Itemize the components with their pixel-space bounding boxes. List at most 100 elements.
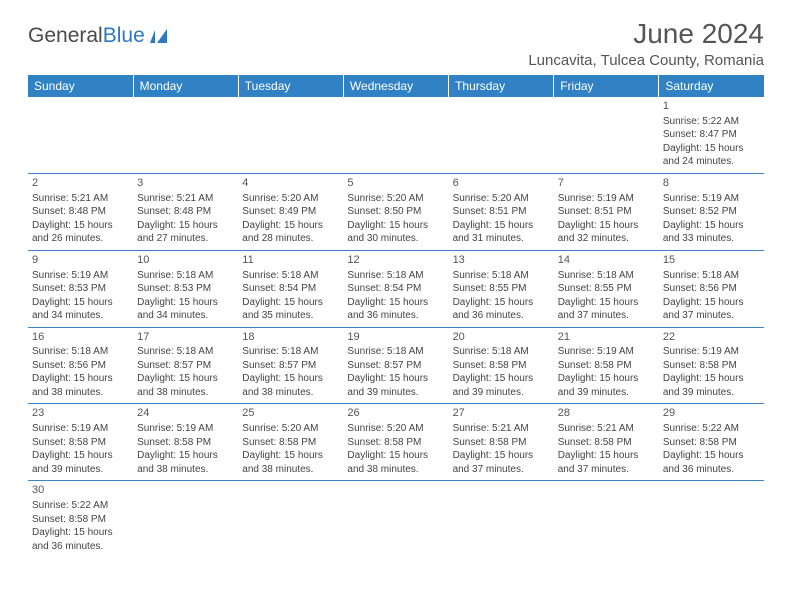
calendar-header-row: SundayMondayTuesdayWednesdayThursdayFrid… (28, 75, 764, 97)
day-number: 19 (347, 330, 444, 345)
sunrise-line: Sunrise: 5:22 AM (663, 115, 760, 129)
daylight-line: Daylight: 15 hours and 26 minutes. (32, 219, 129, 246)
location-subtitle: Luncavita, Tulcea County, Romania (528, 52, 764, 69)
daylight-line: Daylight: 15 hours and 38 minutes. (32, 372, 129, 399)
weekday-header: Saturday (659, 75, 764, 97)
weekday-header: Wednesday (343, 75, 448, 97)
calendar-week-row: 30Sunrise: 5:22 AMSunset: 8:58 PMDayligh… (28, 481, 764, 557)
calendar-day-cell: 17Sunrise: 5:18 AMSunset: 8:57 PMDayligh… (133, 327, 238, 404)
daylight-line: Daylight: 15 hours and 39 minutes. (453, 372, 550, 399)
daylight-line: Daylight: 15 hours and 39 minutes. (663, 372, 760, 399)
sunrise-line: Sunrise: 5:19 AM (32, 422, 129, 436)
brand-logo: GeneralBlue (28, 24, 177, 48)
sunset-line: Sunset: 8:57 PM (242, 359, 339, 373)
calendar-day-cell: 22Sunrise: 5:19 AMSunset: 8:58 PMDayligh… (659, 327, 764, 404)
calendar-day-cell: 21Sunrise: 5:19 AMSunset: 8:58 PMDayligh… (554, 327, 659, 404)
sunset-line: Sunset: 8:55 PM (558, 282, 655, 296)
sunrise-line: Sunrise: 5:18 AM (347, 345, 444, 359)
day-number: 27 (453, 406, 550, 421)
sunrise-line: Sunrise: 5:18 AM (137, 269, 234, 283)
sunset-line: Sunset: 8:56 PM (32, 359, 129, 373)
calendar-week-row: 23Sunrise: 5:19 AMSunset: 8:58 PMDayligh… (28, 404, 764, 481)
calendar-table: SundayMondayTuesdayWednesdayThursdayFrid… (28, 75, 764, 557)
calendar-empty-cell (238, 481, 343, 557)
sunrise-line: Sunrise: 5:18 AM (453, 345, 550, 359)
calendar-week-row: 1Sunrise: 5:22 AMSunset: 8:47 PMDaylight… (28, 97, 764, 173)
sunset-line: Sunset: 8:58 PM (453, 436, 550, 450)
sunrise-line: Sunrise: 5:19 AM (663, 192, 760, 206)
calendar-empty-cell (343, 97, 448, 173)
day-number: 13 (453, 253, 550, 268)
day-number: 9 (32, 253, 129, 268)
daylight-line: Daylight: 15 hours and 36 minutes. (663, 449, 760, 476)
sunrise-line: Sunrise: 5:21 AM (558, 422, 655, 436)
calendar-day-cell: 14Sunrise: 5:18 AMSunset: 8:55 PMDayligh… (554, 250, 659, 327)
sunrise-line: Sunrise: 5:20 AM (242, 192, 339, 206)
daylight-line: Daylight: 15 hours and 37 minutes. (558, 449, 655, 476)
sunset-line: Sunset: 8:58 PM (558, 359, 655, 373)
daylight-line: Daylight: 15 hours and 39 minutes. (32, 449, 129, 476)
daylight-line: Daylight: 15 hours and 38 minutes. (137, 449, 234, 476)
calendar-empty-cell (343, 481, 448, 557)
daylight-line: Daylight: 15 hours and 30 minutes. (347, 219, 444, 246)
daylight-line: Daylight: 15 hours and 37 minutes. (663, 296, 760, 323)
sunset-line: Sunset: 8:52 PM (663, 205, 760, 219)
daylight-line: Daylight: 15 hours and 32 minutes. (558, 219, 655, 246)
day-number: 3 (137, 176, 234, 191)
sunset-line: Sunset: 8:50 PM (347, 205, 444, 219)
calendar-day-cell: 4Sunrise: 5:20 AMSunset: 8:49 PMDaylight… (238, 173, 343, 250)
calendar-empty-cell (133, 481, 238, 557)
sunrise-line: Sunrise: 5:18 AM (137, 345, 234, 359)
calendar-day-cell: 24Sunrise: 5:19 AMSunset: 8:58 PMDayligh… (133, 404, 238, 481)
calendar-week-row: 2Sunrise: 5:21 AMSunset: 8:48 PMDaylight… (28, 173, 764, 250)
daylight-line: Daylight: 15 hours and 35 minutes. (242, 296, 339, 323)
daylight-line: Daylight: 15 hours and 36 minutes. (347, 296, 444, 323)
sunset-line: Sunset: 8:58 PM (242, 436, 339, 450)
calendar-day-cell: 12Sunrise: 5:18 AMSunset: 8:54 PMDayligh… (343, 250, 448, 327)
page-header: GeneralBlue June 2024 Luncavita, Tulcea … (28, 18, 764, 69)
daylight-line: Daylight: 15 hours and 38 minutes. (137, 372, 234, 399)
calendar-empty-cell (133, 97, 238, 173)
sunset-line: Sunset: 8:58 PM (347, 436, 444, 450)
sunset-line: Sunset: 8:49 PM (242, 205, 339, 219)
calendar-day-cell: 30Sunrise: 5:22 AMSunset: 8:58 PMDayligh… (28, 481, 133, 557)
calendar-body: 1Sunrise: 5:22 AMSunset: 8:47 PMDaylight… (28, 97, 764, 557)
sunset-line: Sunset: 8:47 PM (663, 128, 760, 142)
weekday-header: Sunday (28, 75, 133, 97)
calendar-empty-cell (28, 97, 133, 173)
calendar-empty-cell (449, 97, 554, 173)
daylight-line: Daylight: 15 hours and 36 minutes. (453, 296, 550, 323)
calendar-page: GeneralBlue June 2024 Luncavita, Tulcea … (0, 0, 792, 557)
day-number: 26 (347, 406, 444, 421)
title-block: June 2024 Luncavita, Tulcea County, Roma… (528, 18, 764, 69)
logo-flag-icon (149, 27, 177, 45)
daylight-line: Daylight: 15 hours and 37 minutes. (558, 296, 655, 323)
calendar-empty-cell (554, 97, 659, 173)
daylight-line: Daylight: 15 hours and 28 minutes. (242, 219, 339, 246)
calendar-day-cell: 13Sunrise: 5:18 AMSunset: 8:55 PMDayligh… (449, 250, 554, 327)
day-number: 24 (137, 406, 234, 421)
daylight-line: Daylight: 15 hours and 27 minutes. (137, 219, 234, 246)
calendar-day-cell: 9Sunrise: 5:19 AMSunset: 8:53 PMDaylight… (28, 250, 133, 327)
calendar-day-cell: 16Sunrise: 5:18 AMSunset: 8:56 PMDayligh… (28, 327, 133, 404)
calendar-day-cell: 5Sunrise: 5:20 AMSunset: 8:50 PMDaylight… (343, 173, 448, 250)
day-number: 20 (453, 330, 550, 345)
sunset-line: Sunset: 8:58 PM (137, 436, 234, 450)
sunset-line: Sunset: 8:48 PM (137, 205, 234, 219)
sunrise-line: Sunrise: 5:18 AM (663, 269, 760, 283)
sunrise-line: Sunrise: 5:19 AM (558, 192, 655, 206)
day-number: 6 (453, 176, 550, 191)
sunrise-line: Sunrise: 5:19 AM (663, 345, 760, 359)
logo-text-general: General (28, 24, 103, 48)
day-number: 28 (558, 406, 655, 421)
day-number: 4 (242, 176, 339, 191)
calendar-day-cell: 15Sunrise: 5:18 AMSunset: 8:56 PMDayligh… (659, 250, 764, 327)
sunrise-line: Sunrise: 5:21 AM (453, 422, 550, 436)
calendar-empty-cell (659, 481, 764, 557)
day-number: 29 (663, 406, 760, 421)
sunrise-line: Sunrise: 5:19 AM (558, 345, 655, 359)
day-number: 7 (558, 176, 655, 191)
day-number: 23 (32, 406, 129, 421)
day-number: 18 (242, 330, 339, 345)
daylight-line: Daylight: 15 hours and 33 minutes. (663, 219, 760, 246)
